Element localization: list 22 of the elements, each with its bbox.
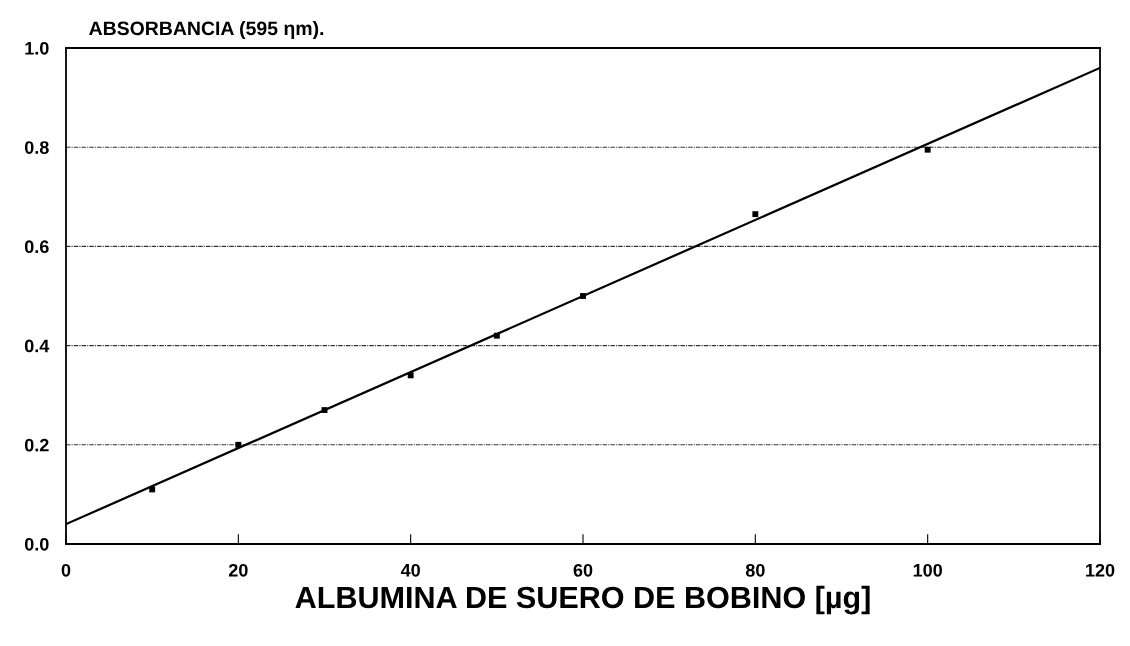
- x-axis-title: ALBUMINA DE SUERO DE BOBINO [µg]: [295, 585, 870, 615]
- x-tick-label: 40: [400, 563, 420, 577]
- point: [235, 441, 242, 448]
- y-tick-label: 0.2: [24, 438, 49, 452]
- x-tick-label: 0: [61, 563, 71, 577]
- y-tick-label: 0.4: [24, 339, 50, 353]
- point: [924, 146, 931, 153]
- y-tick-label: 0.6: [24, 240, 49, 254]
- point: [580, 293, 586, 299]
- y-tick-label: 0.8: [24, 141, 49, 154]
- point: [752, 211, 759, 218]
- y-tick-label: 0.0: [24, 537, 49, 551]
- x-tick-label: 80: [745, 563, 765, 577]
- x-tick-label: 20: [228, 563, 248, 577]
- point: [493, 332, 500, 339]
- point: [407, 372, 414, 379]
- point: [149, 486, 156, 493]
- x-tick-label: 120: [1086, 563, 1115, 577]
- y-tick-label: 1.0: [25, 41, 49, 55]
- y-axis-title: ABSORBANCIA (595 ηm).: [89, 20, 324, 40]
- x-tick-label: 60: [573, 563, 593, 577]
- x-tick-label: 100: [913, 563, 942, 577]
